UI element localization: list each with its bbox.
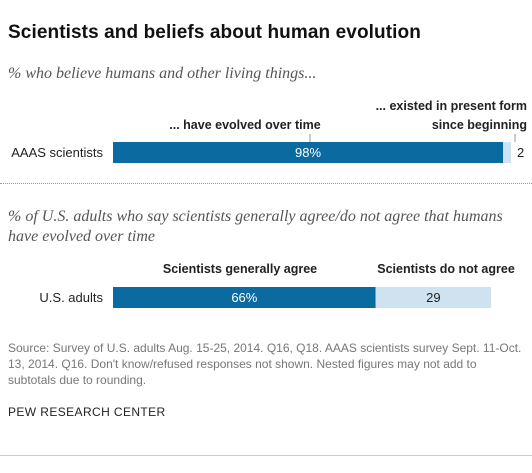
bottom-rule: [0, 455, 532, 456]
chart2-value-generally-agree: 66%: [231, 290, 257, 305]
source-note: Source: Survey of U.S. adults Aug. 15-25…: [8, 341, 522, 387]
chart1: ... have evolved over time ... existed i…: [11, 99, 527, 163]
chart1-subtitle: % who believe humans and other living th…: [8, 65, 317, 82]
chart1-category-label: AAAS scientists: [11, 145, 103, 160]
chart2-bar-do-not-agree: [375, 287, 492, 308]
credit-line: PEW RESEARCH CENTER: [8, 405, 166, 419]
bar-charts: ... have evolved over time ... existed i…: [11, 99, 527, 308]
chart1-value-present-form: 2: [517, 145, 524, 160]
chart2-series2-label: Scientists do not agree: [377, 262, 515, 276]
chart2-subtitle: % of U.S. adults who say scientists gene…: [8, 208, 503, 245]
section-divider: [0, 183, 532, 184]
chart2-value-do-not-agree: 29: [426, 290, 440, 305]
chart2-bar-generally-agree: [113, 287, 376, 308]
chart2-category-label: U.S. adults: [39, 290, 103, 305]
chart1-bar-present-form: [503, 142, 511, 163]
chart2-series1-label: Scientists generally agree: [163, 262, 317, 276]
chart2: Scientists generally agree Scientists do…: [39, 262, 515, 308]
chart1-series1-label: ... have evolved over time: [169, 118, 321, 132]
chart-title: Scientists and beliefs about human evolu…: [8, 22, 421, 43]
chart1-series2-label-line2: since beginning: [432, 118, 527, 132]
chart1-value-evolved: 98%: [295, 145, 321, 160]
chart1-bar-evolved: [113, 142, 504, 163]
chart1-series2-label-line1: ... existed in present form: [376, 99, 527, 113]
